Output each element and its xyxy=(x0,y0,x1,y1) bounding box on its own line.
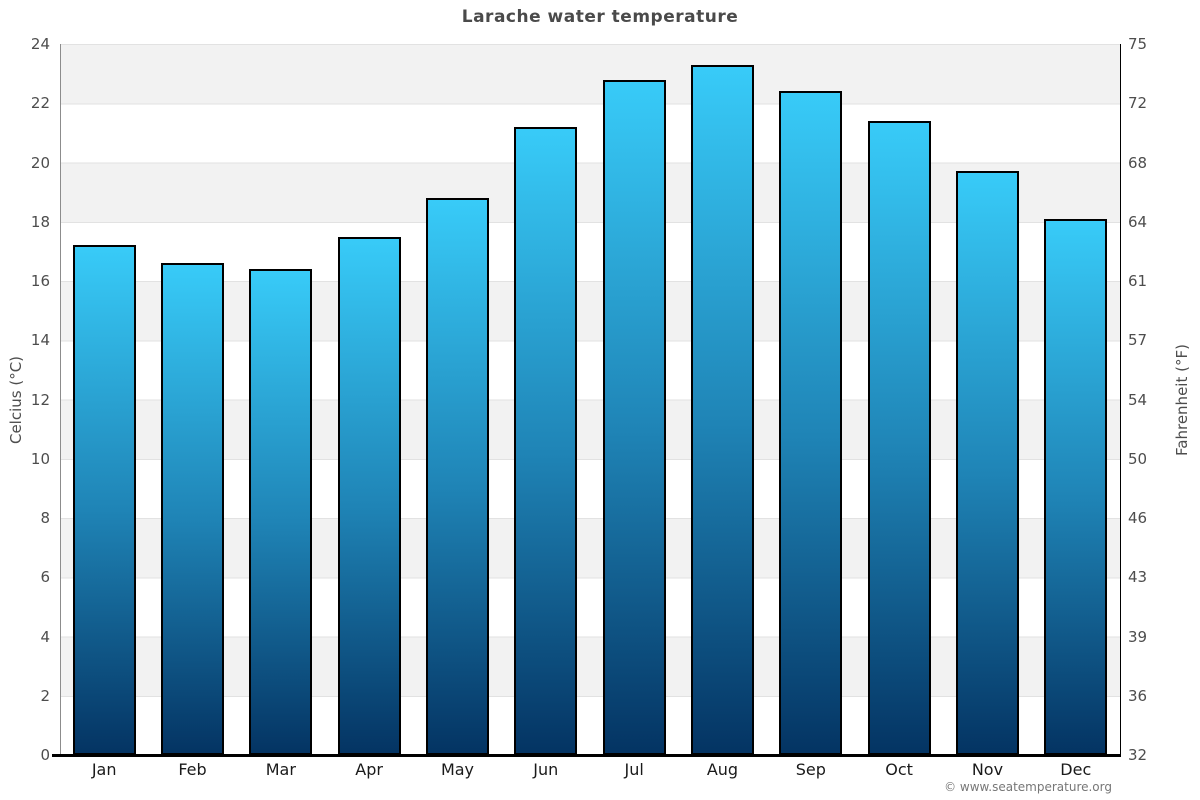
xtick-mar: Mar xyxy=(265,760,296,779)
ytick-celsius-6: 6 xyxy=(40,568,50,587)
x-axis-ticks-months: Jan Feb Mar Apr May Jun Jul Aug Sep Oct Nov Dec xyxy=(60,760,1120,779)
y-axis-ticks-fahrenheit: 75 72 68 64 61 57 54 50 46 43 39 36 32 xyxy=(1128,35,1188,764)
ytick-fahrenheit-57: 57 xyxy=(1128,331,1148,350)
bar-slot-jun xyxy=(502,44,590,755)
bar-aug xyxy=(690,64,754,755)
bar-slot-nov xyxy=(943,44,1031,755)
ytick-fahrenheit-36: 36 xyxy=(1128,686,1148,705)
xtick-apr: Apr xyxy=(355,760,383,779)
ytick-fahrenheit-68: 68 xyxy=(1128,153,1148,172)
y-axis-ticks-celsius: 24 22 20 18 16 14 12 10 8 6 4 2 0 xyxy=(0,35,50,764)
xtick-may: May xyxy=(440,760,475,779)
ytick-celsius-20: 20 xyxy=(30,153,50,172)
y-axis-line-right xyxy=(1120,44,1121,755)
xtick-jan: Jan xyxy=(91,760,117,779)
bar-jul xyxy=(602,79,666,755)
bar-slot-oct xyxy=(855,44,943,755)
bar-slot-aug xyxy=(678,44,766,755)
ytick-fahrenheit-72: 72 xyxy=(1128,94,1148,113)
ytick-celsius-0: 0 xyxy=(40,746,50,764)
copyright-watermark: © www.seatemperature.org xyxy=(944,780,1112,794)
ytick-celsius-16: 16 xyxy=(30,272,50,290)
ytick-fahrenheit-54: 54 xyxy=(1128,390,1148,409)
ytick-celsius-12: 12 xyxy=(30,390,50,409)
bar-jun xyxy=(514,126,578,755)
ytick-fahrenheit-43: 43 xyxy=(1128,568,1148,587)
xtick-aug: Aug xyxy=(706,760,739,779)
y-axis-line-left xyxy=(60,44,61,755)
chart-title: Larache water temperature xyxy=(461,7,739,27)
bar-dec xyxy=(1044,218,1108,755)
bar-mar xyxy=(249,269,313,755)
bar-slot-feb xyxy=(148,44,236,755)
ytick-celsius-2: 2 xyxy=(40,686,50,705)
xtick-jul: Jul xyxy=(624,760,644,779)
bar-jan xyxy=(72,245,136,755)
ytick-celsius-4: 4 xyxy=(40,627,50,646)
ytick-fahrenheit-46: 46 xyxy=(1128,509,1148,527)
bar-slot-apr xyxy=(325,44,413,755)
bar-slot-jan xyxy=(60,44,148,755)
ytick-fahrenheit-32: 32 xyxy=(1128,746,1148,764)
ytick-celsius-14: 14 xyxy=(30,331,50,350)
plot-area xyxy=(60,44,1120,755)
xtick-nov: Nov xyxy=(971,760,1004,779)
bar-apr xyxy=(337,236,401,755)
y-axis-label-fahrenheit: Fahrenheit (°F) xyxy=(1173,344,1191,456)
ytick-fahrenheit-64: 64 xyxy=(1128,212,1148,231)
ytick-fahrenheit-61: 61 xyxy=(1128,272,1148,290)
ytick-fahrenheit-39: 39 xyxy=(1128,627,1148,646)
xtick-dec: Dec xyxy=(1060,760,1092,779)
bar-oct xyxy=(867,121,931,755)
bar-sep xyxy=(779,91,843,755)
bar-may xyxy=(425,198,489,755)
xtick-oct: Oct xyxy=(885,760,913,779)
bar-slot-may xyxy=(413,44,501,755)
ytick-fahrenheit-50: 50 xyxy=(1128,449,1148,468)
x-axis-line xyxy=(52,754,1121,757)
bar-slot-sep xyxy=(767,44,855,755)
bar-slot-mar xyxy=(237,44,325,755)
bar-feb xyxy=(160,263,224,755)
xtick-jun: Jun xyxy=(533,760,559,779)
ytick-celsius-10: 10 xyxy=(30,449,50,468)
ytick-celsius-24: 24 xyxy=(30,35,50,53)
bar-nov xyxy=(955,171,1019,755)
y-axis-label-celsius: Celcius (°C) xyxy=(7,355,25,445)
bar-slot-dec xyxy=(1032,44,1120,755)
bars xyxy=(60,44,1120,755)
ytick-celsius-8: 8 xyxy=(40,509,50,527)
xtick-feb: Feb xyxy=(178,760,207,779)
ytick-fahrenheit-75: 75 xyxy=(1128,35,1148,53)
ytick-celsius-18: 18 xyxy=(30,212,50,231)
ytick-celsius-22: 22 xyxy=(30,94,50,113)
bar-slot-jul xyxy=(590,44,678,755)
xtick-sep: Sep xyxy=(795,760,826,779)
